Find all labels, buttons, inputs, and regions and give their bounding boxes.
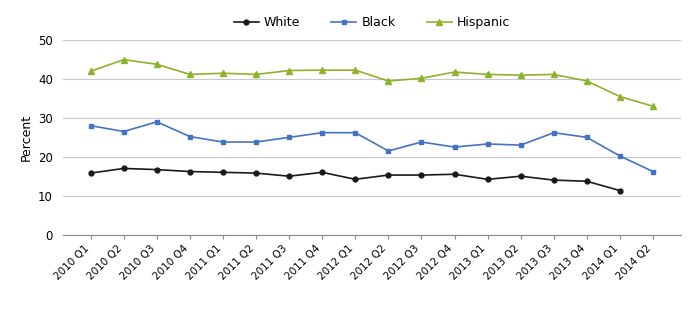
Black [153,120,161,124]
Line: White: White [88,166,622,193]
White [484,177,492,181]
White [417,173,425,177]
Hispanic [351,68,359,72]
Hispanic [516,73,525,77]
White [450,172,459,176]
Black [219,140,227,144]
Hispanic [285,68,293,72]
White [582,179,591,183]
White [616,189,624,193]
Black [318,131,327,135]
White [86,171,95,175]
Black [120,130,128,134]
White [550,178,558,182]
Black [285,135,293,139]
Black [351,131,359,135]
Hispanic [318,68,327,72]
Hispanic [186,72,194,76]
White [318,170,327,174]
Black [484,142,492,146]
Hispanic [384,79,393,83]
Black [649,170,657,174]
White [186,170,194,174]
Black [516,143,525,147]
Hispanic [153,62,161,66]
Hispanic [120,58,128,62]
Hispanic [649,104,657,108]
Hispanic [86,69,95,73]
Hispanic [616,94,624,98]
Hispanic [550,72,558,76]
Black [86,124,95,128]
Black [582,135,591,139]
Black [450,145,459,149]
Black [384,149,393,153]
White [252,171,260,175]
White [120,166,128,171]
Hispanic [252,72,260,76]
White [153,168,161,172]
Legend: White, Black, Hispanic: White, Black, Hispanic [229,11,515,35]
Hispanic [219,71,227,75]
Hispanic [450,70,459,74]
Black [252,140,260,144]
Hispanic [417,76,425,80]
Black [417,140,425,144]
White [351,177,359,181]
White [285,174,293,178]
Black [550,131,558,135]
White [219,170,227,174]
Line: Black: Black [88,119,655,174]
Line: Hispanic: Hispanic [88,57,656,110]
Hispanic [484,72,492,76]
White [384,173,393,177]
Black [186,135,194,139]
Y-axis label: Percent: Percent [19,114,33,161]
Hispanic [582,79,591,83]
White [516,174,525,178]
Black [616,154,624,158]
